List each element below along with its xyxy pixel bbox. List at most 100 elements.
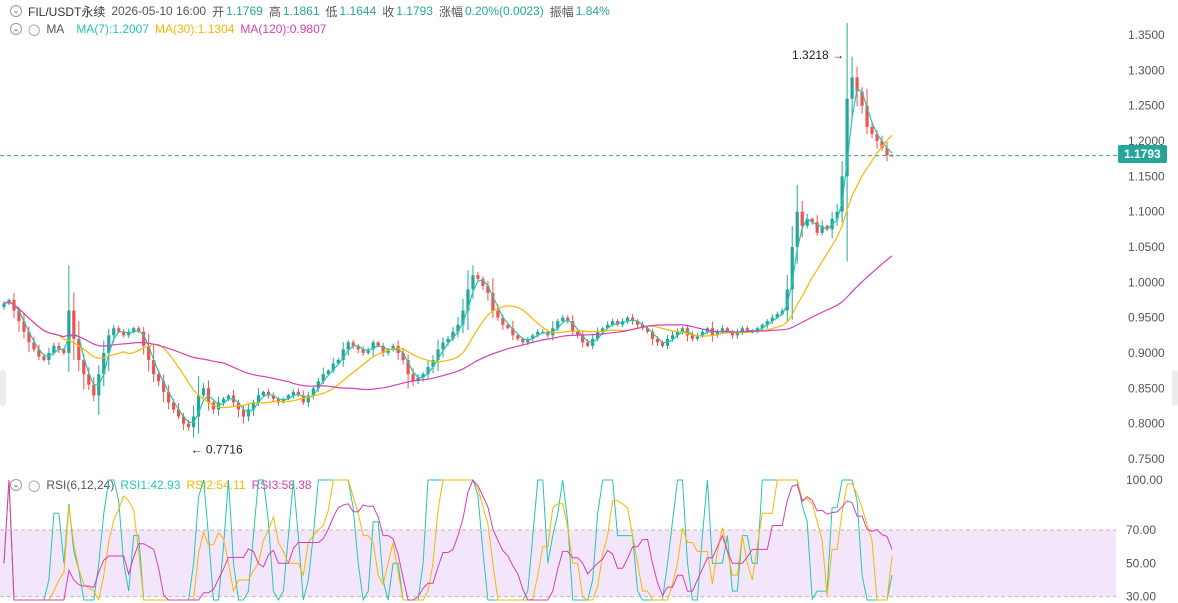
candle-body xyxy=(870,126,874,134)
candle-body xyxy=(825,225,829,230)
candle-body xyxy=(351,342,355,346)
open-value: 1.1769 xyxy=(226,4,263,18)
ma120-label: MA(120):0.9807 xyxy=(240,22,327,36)
candle-body xyxy=(541,331,545,333)
candle-body xyxy=(246,409,251,417)
candle-body xyxy=(795,211,799,247)
candle-body xyxy=(356,345,360,350)
rsi-legend: ⌄ ◯ RSI(6,12,24) RSI1:42.93 RSI2:54.11 R… xyxy=(10,476,318,494)
candle-body xyxy=(167,391,171,403)
price-tick-label: 0.7500 xyxy=(1128,452,1165,466)
candle-body xyxy=(112,328,116,336)
candle-body xyxy=(655,338,660,343)
rsi-line-3 xyxy=(3,479,893,601)
candle-body xyxy=(536,331,540,336)
change-label: 涨幅 xyxy=(438,4,463,19)
candle-body xyxy=(760,324,764,329)
candle-body xyxy=(336,360,340,364)
rsi1-label: RSI1:42.93 xyxy=(120,478,181,492)
candle-body xyxy=(596,331,600,339)
candle-body xyxy=(461,310,465,325)
ma7-label: MA(7):1.2007 xyxy=(76,22,150,36)
candle-body xyxy=(162,381,166,392)
candle-body xyxy=(501,317,505,325)
price-tick-label: 0.8500 xyxy=(1128,381,1165,395)
candle-body xyxy=(476,275,480,279)
price-tick-label: 1.2000 xyxy=(1128,134,1165,148)
candle-body xyxy=(770,317,774,322)
ohlc-legend: ⌄ FIL/USDT永续 2026-05-10 16:00 开 1.1769 高… xyxy=(10,2,616,20)
candle-body xyxy=(87,374,91,385)
visibility-icon[interactable]: ◯ xyxy=(28,23,41,36)
collapse-chevron-icon[interactable]: ⌄ xyxy=(10,5,22,17)
price-tick-label: 1.0000 xyxy=(1128,275,1165,289)
scroll-right-handle[interactable] xyxy=(1172,370,1178,406)
candle-body xyxy=(416,377,420,382)
low-label: 低 xyxy=(325,4,338,19)
candle-body xyxy=(645,328,650,332)
change-value: 0.20%(0.0023) xyxy=(464,4,544,18)
candle-body xyxy=(147,345,151,361)
candle-body xyxy=(37,349,41,357)
candle-body xyxy=(132,328,136,332)
candle-body xyxy=(226,395,231,399)
candle-body xyxy=(700,331,705,336)
scroll-left-handle[interactable] xyxy=(0,370,6,406)
price-tick-label: 1.1500 xyxy=(1128,169,1165,183)
close-label: 收 xyxy=(382,4,395,19)
candle-body xyxy=(52,345,56,353)
rsi-title[interactable]: RSI(6,12,24) xyxy=(46,478,115,492)
candle-body xyxy=(810,218,814,223)
candle-body xyxy=(17,310,21,322)
candle-body xyxy=(82,360,86,375)
candle-body xyxy=(381,345,385,353)
candle-body xyxy=(680,328,685,332)
candle-body xyxy=(72,310,76,339)
candle-body xyxy=(625,317,630,322)
candle-body xyxy=(286,395,290,399)
candle-body xyxy=(855,77,859,92)
candle-body xyxy=(491,292,495,311)
symbol-label[interactable]: FIL/USDT永续 xyxy=(28,4,106,19)
candle-body xyxy=(391,345,395,350)
candle-body xyxy=(22,321,26,332)
candle-body xyxy=(177,409,181,417)
datetime-label: 2026-05-10 16:00 xyxy=(111,4,207,18)
candle-body xyxy=(715,331,719,336)
rsi-visibility-icon[interactable]: ◯ xyxy=(28,479,41,492)
rsi-tick-label: 100.00 xyxy=(1126,473,1163,487)
candle-body xyxy=(386,349,390,353)
rsi-band xyxy=(0,530,1116,597)
ma-collapse-chevron-icon[interactable]: ⌄ xyxy=(10,23,22,35)
candle-body xyxy=(675,331,680,336)
candle-body xyxy=(486,285,490,293)
candle-body xyxy=(865,105,869,127)
candle-body xyxy=(411,374,415,382)
rsi-tick-label: 50.00 xyxy=(1126,556,1156,570)
candle-body xyxy=(436,349,440,361)
candle-body xyxy=(571,321,575,332)
candle-body xyxy=(261,391,266,396)
candles-group xyxy=(2,23,894,438)
amplitude-value: 1.84% xyxy=(575,4,610,18)
price-tick-label: 1.1000 xyxy=(1128,205,1165,219)
candle-body xyxy=(845,98,849,177)
candle-body xyxy=(251,402,256,410)
rsi-collapse-chevron-icon[interactable]: ⌄ xyxy=(10,479,22,491)
ma7-line xyxy=(3,88,893,423)
candle-body xyxy=(406,360,410,375)
candle-body xyxy=(27,331,31,343)
candle-body xyxy=(601,328,605,332)
candle-body xyxy=(316,381,320,389)
candle-body xyxy=(880,141,884,149)
candle-body xyxy=(67,310,71,353)
candle-body xyxy=(142,331,146,346)
price-tick-label: 0.9000 xyxy=(1128,346,1165,360)
ma-title[interactable]: MA xyxy=(46,22,65,36)
price-tick-label: 1.3500 xyxy=(1128,28,1165,42)
candle-body xyxy=(306,395,310,403)
candle-body xyxy=(311,388,315,396)
low-value: 1.1644 xyxy=(339,4,377,18)
ma30-line xyxy=(3,134,893,409)
